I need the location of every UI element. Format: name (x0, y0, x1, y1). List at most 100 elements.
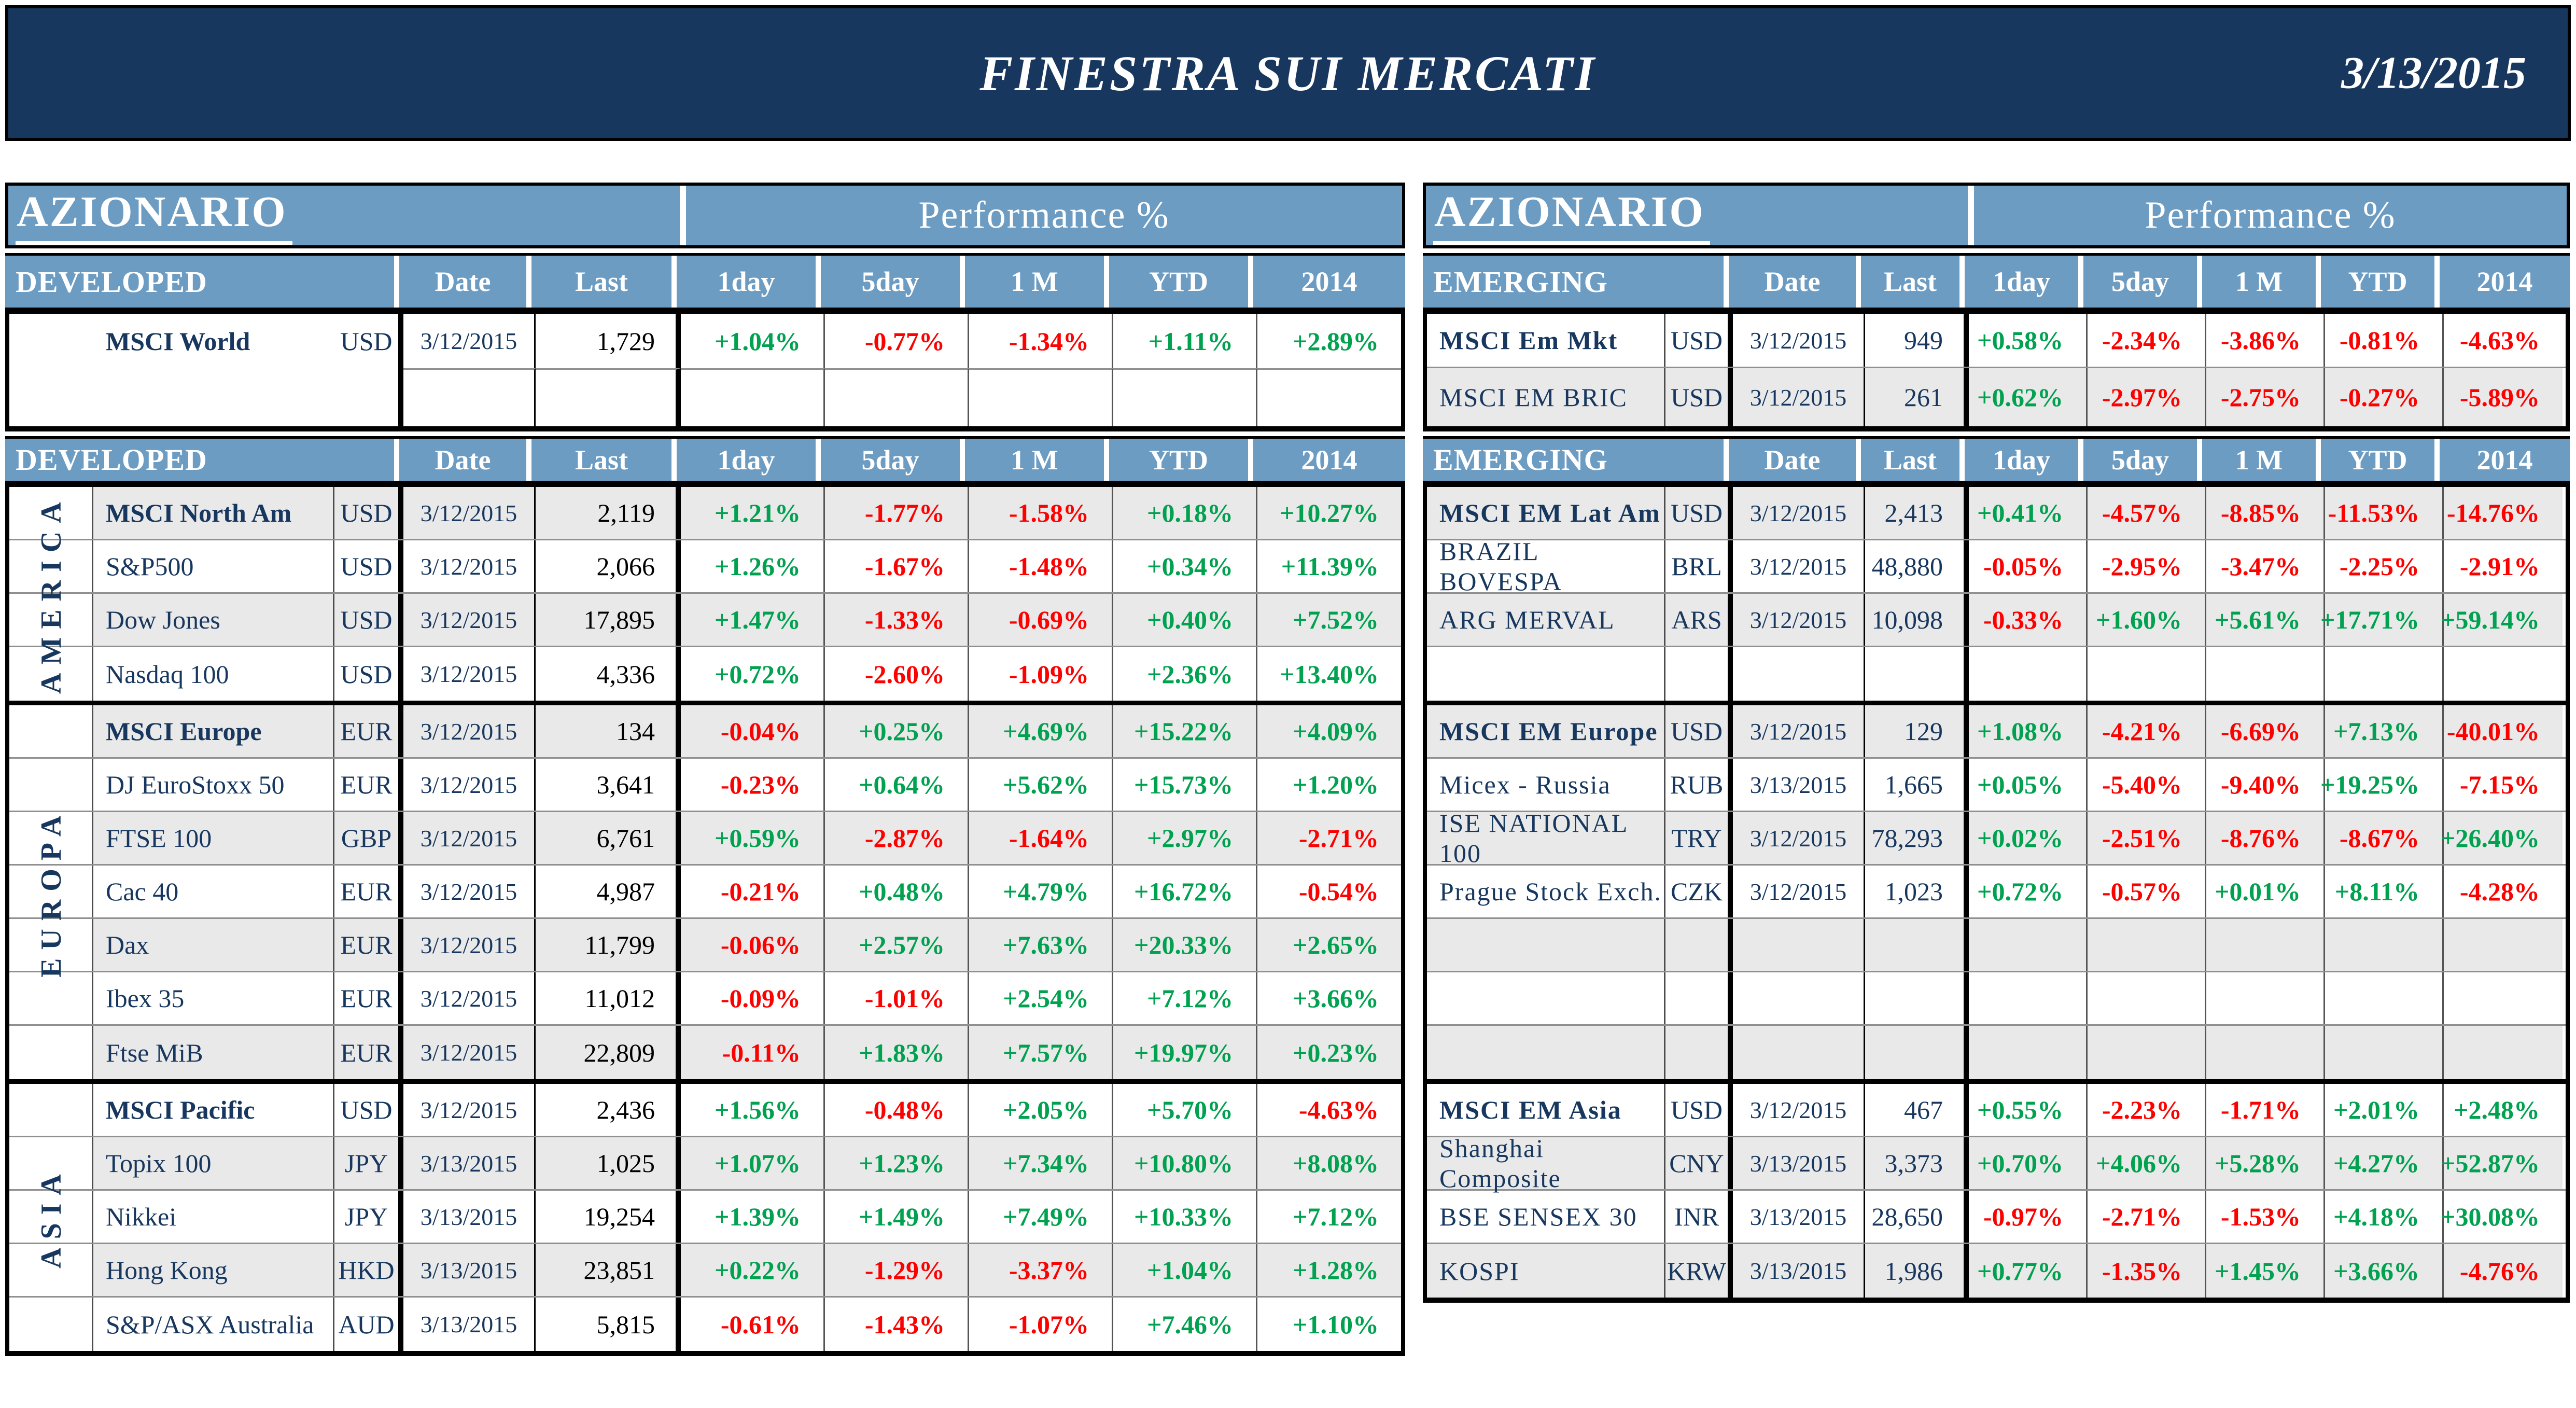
perf-1M (2206, 647, 2325, 701)
table-row: S&P/ASX Australia AUD 3/13/2015 5,815 -0.61%… (9, 1298, 1401, 1351)
perf-2014 (2444, 647, 2563, 701)
perf-2014: +52.87% (2441, 1137, 2563, 1189)
spacer-gap (5, 248, 1405, 253)
currency-code: USD (334, 594, 403, 646)
perf-1day (681, 368, 825, 426)
column-header-row: EMERGING Date Last 1day 5day 1 M YTD 2014 (1423, 253, 2570, 314)
group-header: DEVELOPED (5, 256, 394, 308)
perf-5day: -2.97% (2088, 368, 2206, 426)
instrument-name: Nikkei (93, 1191, 334, 1243)
perf-1M: +5.61% (2206, 594, 2325, 646)
perf-YTD: +0.18% (1113, 487, 1257, 539)
currency-code (1665, 1026, 1733, 1079)
perf-YTD: -2.25% (2325, 540, 2444, 592)
instrument-name (1427, 972, 1665, 1024)
perf-1M: +7.57% (969, 1026, 1113, 1079)
currency-code: USD (1665, 487, 1733, 539)
perf-2014: -4.76% (2444, 1244, 2563, 1298)
currency-code: GBP (334, 812, 403, 864)
perf-1day (1969, 972, 2088, 1024)
perf-1day: +0.59% (681, 812, 825, 864)
perf-1M: -9.40% (2206, 759, 2325, 811)
last-price: 22,809 (536, 1026, 681, 1079)
quote-date: 3/12/2015 (403, 1084, 536, 1136)
currency-code: USD (334, 540, 403, 592)
perf-2014: +11.39% (1281, 552, 1379, 581)
col-header-perf-1M: 1 M (965, 439, 1104, 481)
quote-date: 3/12/2015 (403, 759, 536, 811)
perf-2014: +1.28% (1257, 1244, 1401, 1296)
col-header-perf-YTD: YTD (1109, 439, 1248, 481)
table-row: MSCI EM Europe USD 3/12/2015 129 +1.08% -4.21… (1427, 705, 2566, 759)
perf-5day (825, 368, 969, 426)
perf-YTD (2325, 1026, 2444, 1079)
perf-1M: -2.75% (2206, 368, 2325, 426)
table-row: FTSE 100 GBP 3/12/2015 6,761 +0.59% -2.87% -1.… (9, 812, 1401, 866)
region-spacer-cell (9, 594, 93, 646)
region-spacer-cell (9, 866, 93, 917)
quote-date: 3/13/2015 (403, 1137, 536, 1189)
instrument-name: Hong Kong (93, 1244, 334, 1296)
perf-YTD: +15.73% (1113, 759, 1257, 811)
region-section: ASIA MSCI Pacific USD 3/12/2015 2,436 +1.56% -… (9, 1079, 1401, 1351)
instrument-name: FTSE 100 (93, 812, 334, 864)
instrument-name: MSCI Pacific (93, 1084, 334, 1136)
region-spacer-cell (9, 1137, 93, 1189)
perf-5day: -5.40% (2088, 759, 2206, 811)
col-header-perf-2014: 2014 (1253, 439, 1405, 481)
instrument-name: ISE NATIONAL 100 (1427, 808, 1665, 868)
perf-YTD: +2.97% (1113, 812, 1257, 864)
last-price: 2,119 (536, 487, 681, 539)
currency-code: INR (1665, 1191, 1733, 1243)
col-header-perf-2014: 2014 (2440, 256, 2570, 308)
perf-YTD: +0.40% (1113, 594, 1257, 646)
perf-YTD: +3.66% (2325, 1244, 2444, 1298)
perf-1day: +0.77% (1969, 1244, 2088, 1298)
perf-2014 (1257, 368, 1401, 426)
quote-date: 3/12/2015 (1733, 812, 1865, 864)
perf-YTD: +16.72% (1113, 866, 1257, 917)
last-price: 949 (1865, 314, 1969, 367)
table-title-band: AZIONARIO Performance % (1423, 183, 2570, 248)
table-row: MSCI EM Lat Am USD 3/12/2015 2,413 +0.41% -4.… (1427, 487, 2566, 540)
perf-1M (969, 368, 1113, 426)
group-header: DEVELOPED (5, 439, 394, 481)
currency-code: USD (334, 647, 403, 701)
table-title-cell: AZIONARIO (1426, 186, 1968, 245)
perf-2014: -40.01% (2444, 705, 2563, 757)
col-header-last: Last (531, 439, 671, 481)
perf-2014: +59.14% (2441, 594, 2563, 646)
table-row: Nasdaq 100 USD 3/12/2015 4,336 +0.72% -2.60% -… (9, 647, 1401, 701)
table-title-cell: AZIONARIO (8, 186, 680, 245)
currency-code: KRW (1665, 1244, 1733, 1298)
region-section: MSCI EM Lat Am USD 3/12/2015 2,413 +0.41% -4.… (1427, 487, 2566, 701)
detail-block: AMERICA MSCI North Am USD 3/12/2015 2,119 +1.… (5, 487, 1405, 1356)
col-header-perf-1day: 1day (677, 439, 816, 481)
perf-YTD: -8.67% (2325, 812, 2444, 864)
last-price: 17,895 (536, 594, 681, 646)
instrument-name: MSCI World (106, 326, 250, 356)
spacer-gap (5, 431, 1405, 436)
last-price: 48,880 (1865, 540, 1969, 592)
perf-1day: +1.47% (681, 594, 825, 646)
spacer-gap (1423, 248, 2570, 253)
empty-row (1427, 919, 2566, 972)
column-header-row: DEVELOPED Date Last 1day 5day 1 M YTD 2014 (5, 253, 1405, 314)
quote-date (403, 368, 536, 426)
perf-YTD: -0.27% (2325, 368, 2444, 426)
last-price: 1,023 (1865, 866, 1969, 917)
perf-2014: +30.08% (2441, 1202, 2540, 1231)
perf-1M: +5.62% (969, 759, 1113, 811)
table-row: ISE NATIONAL 100 TRY 3/12/2015 78,293 +0.02%… (1427, 808, 2566, 868)
instrument-name: MSCI Europe (93, 705, 334, 757)
last-price: 129 (1865, 705, 1969, 757)
perf-1day: +1.08% (1969, 705, 2088, 757)
perf-1day: +0.70% (1969, 1137, 2088, 1189)
perf-1day: +0.55% (1969, 1084, 2088, 1136)
perf-2014: -4.28% (2459, 877, 2540, 906)
last-price: 28,650 (1865, 1191, 1969, 1243)
instrument-name: Prague Stock Exch. (1427, 866, 1665, 917)
last-price: 134 (536, 705, 681, 757)
perf-1M (2206, 972, 2325, 1024)
